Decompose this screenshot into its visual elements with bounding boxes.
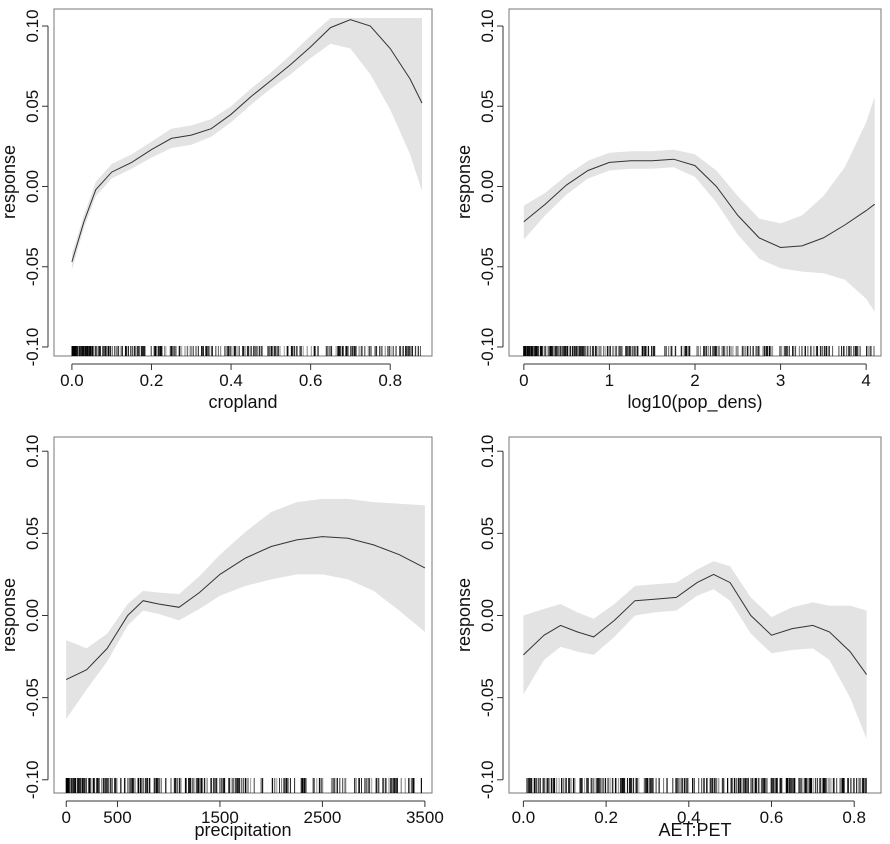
x-axis-label: cropland <box>208 392 277 412</box>
y-tick-label: 0.10 <box>478 9 497 42</box>
x-axis-label: AET:PET <box>658 820 731 840</box>
x-tick-label: 0.6 <box>760 808 784 827</box>
y-tick-label: 0.05 <box>23 90 42 123</box>
panel-cropland: 0.0 0.2 0.4 0.6 0.8 -0.10 -0.05 0.00 0.05 0.10 cr… <box>0 8 433 412</box>
y-tick-label: 0.05 <box>478 517 497 550</box>
y-tick-label: -0.05 <box>23 678 42 717</box>
confidence-band <box>523 561 867 739</box>
x-tick-label: 1 <box>605 371 614 390</box>
y-tick-label: 0.00 <box>23 170 42 203</box>
x-tick-label: 0.6 <box>299 371 323 390</box>
x-tick-label: 4 <box>861 371 870 390</box>
x-axis-label: precipitation <box>194 820 291 840</box>
y-axis-label: response <box>454 145 474 219</box>
confidence-band <box>66 498 425 719</box>
x-tick-label: 0.2 <box>140 371 164 390</box>
x-axis-label: log10(pop_dens) <box>627 392 762 413</box>
fitted-line <box>65 536 426 681</box>
x-tick-label: 0 <box>519 371 528 390</box>
y-tick-label: 0.10 <box>23 9 42 42</box>
y-tick-label: -0.05 <box>23 247 42 286</box>
x-tick-label: 0 <box>62 808 71 827</box>
plot-frame <box>508 8 882 357</box>
y-tick-label: -0.10 <box>478 760 497 799</box>
x-tick-label: 0.8 <box>842 808 866 827</box>
y-tick-label: -0.10 <box>478 328 497 367</box>
y-tick-label: 0.05 <box>23 517 42 550</box>
x-tick-label: 500 <box>103 808 131 827</box>
y-tick-label: -0.10 <box>23 760 42 799</box>
x-tick-label: 0.2 <box>594 808 618 827</box>
x-tick-label: 2500 <box>303 808 341 827</box>
x-tick-label: 0.0 <box>60 371 84 390</box>
fitted-line <box>523 573 868 675</box>
y-tick-label: 0.10 <box>23 435 42 468</box>
fitted-line <box>523 158 876 249</box>
panel-precipitation: 0 500 1500 2500 3500 -0.10 -0.05 0.00 0.05 0.10 p… <box>0 435 444 840</box>
y-axis-label: response <box>0 578 19 652</box>
confidence-band <box>71 18 423 270</box>
x-tick-label: 2 <box>690 371 699 390</box>
confidence-band <box>523 96 875 312</box>
y-tick-label: -0.05 <box>478 247 497 286</box>
y-tick-label: 0.00 <box>23 599 42 632</box>
x-tick-label: 3500 <box>406 808 444 827</box>
y-axis-label: response <box>0 145 19 219</box>
y-tick-label: -0.10 <box>23 328 42 367</box>
x-tick-label: 0.4 <box>677 808 701 827</box>
x-tick-label: 0.4 <box>219 371 243 390</box>
fitted-line <box>71 19 423 263</box>
y-tick-label: 0.00 <box>478 599 497 632</box>
plot-frame <box>53 436 433 794</box>
y-tick-label: -0.05 <box>478 678 497 717</box>
y-tick-label: 0.00 <box>478 170 497 203</box>
x-tick-label: 0.0 <box>512 808 536 827</box>
x-tick-label: 1500 <box>201 808 239 827</box>
plot-frame <box>508 436 882 794</box>
y-tick-label: 0.10 <box>478 435 497 468</box>
y-tick-label: 0.05 <box>478 90 497 123</box>
x-tick-label: 0.8 <box>378 371 402 390</box>
panel-aet-pet: 0.0 0.2 0.4 0.6 0.8 -0.10 -0.05 0.00 0.05 0.10 AE… <box>454 435 882 840</box>
y-axis-label: response <box>454 578 474 652</box>
x-tick-label: 3 <box>776 371 785 390</box>
panel-log10-pop-dens: 0 1 2 3 4 -0.10 -0.05 0.00 0.05 0.10 log10(pop_de… <box>454 8 882 413</box>
